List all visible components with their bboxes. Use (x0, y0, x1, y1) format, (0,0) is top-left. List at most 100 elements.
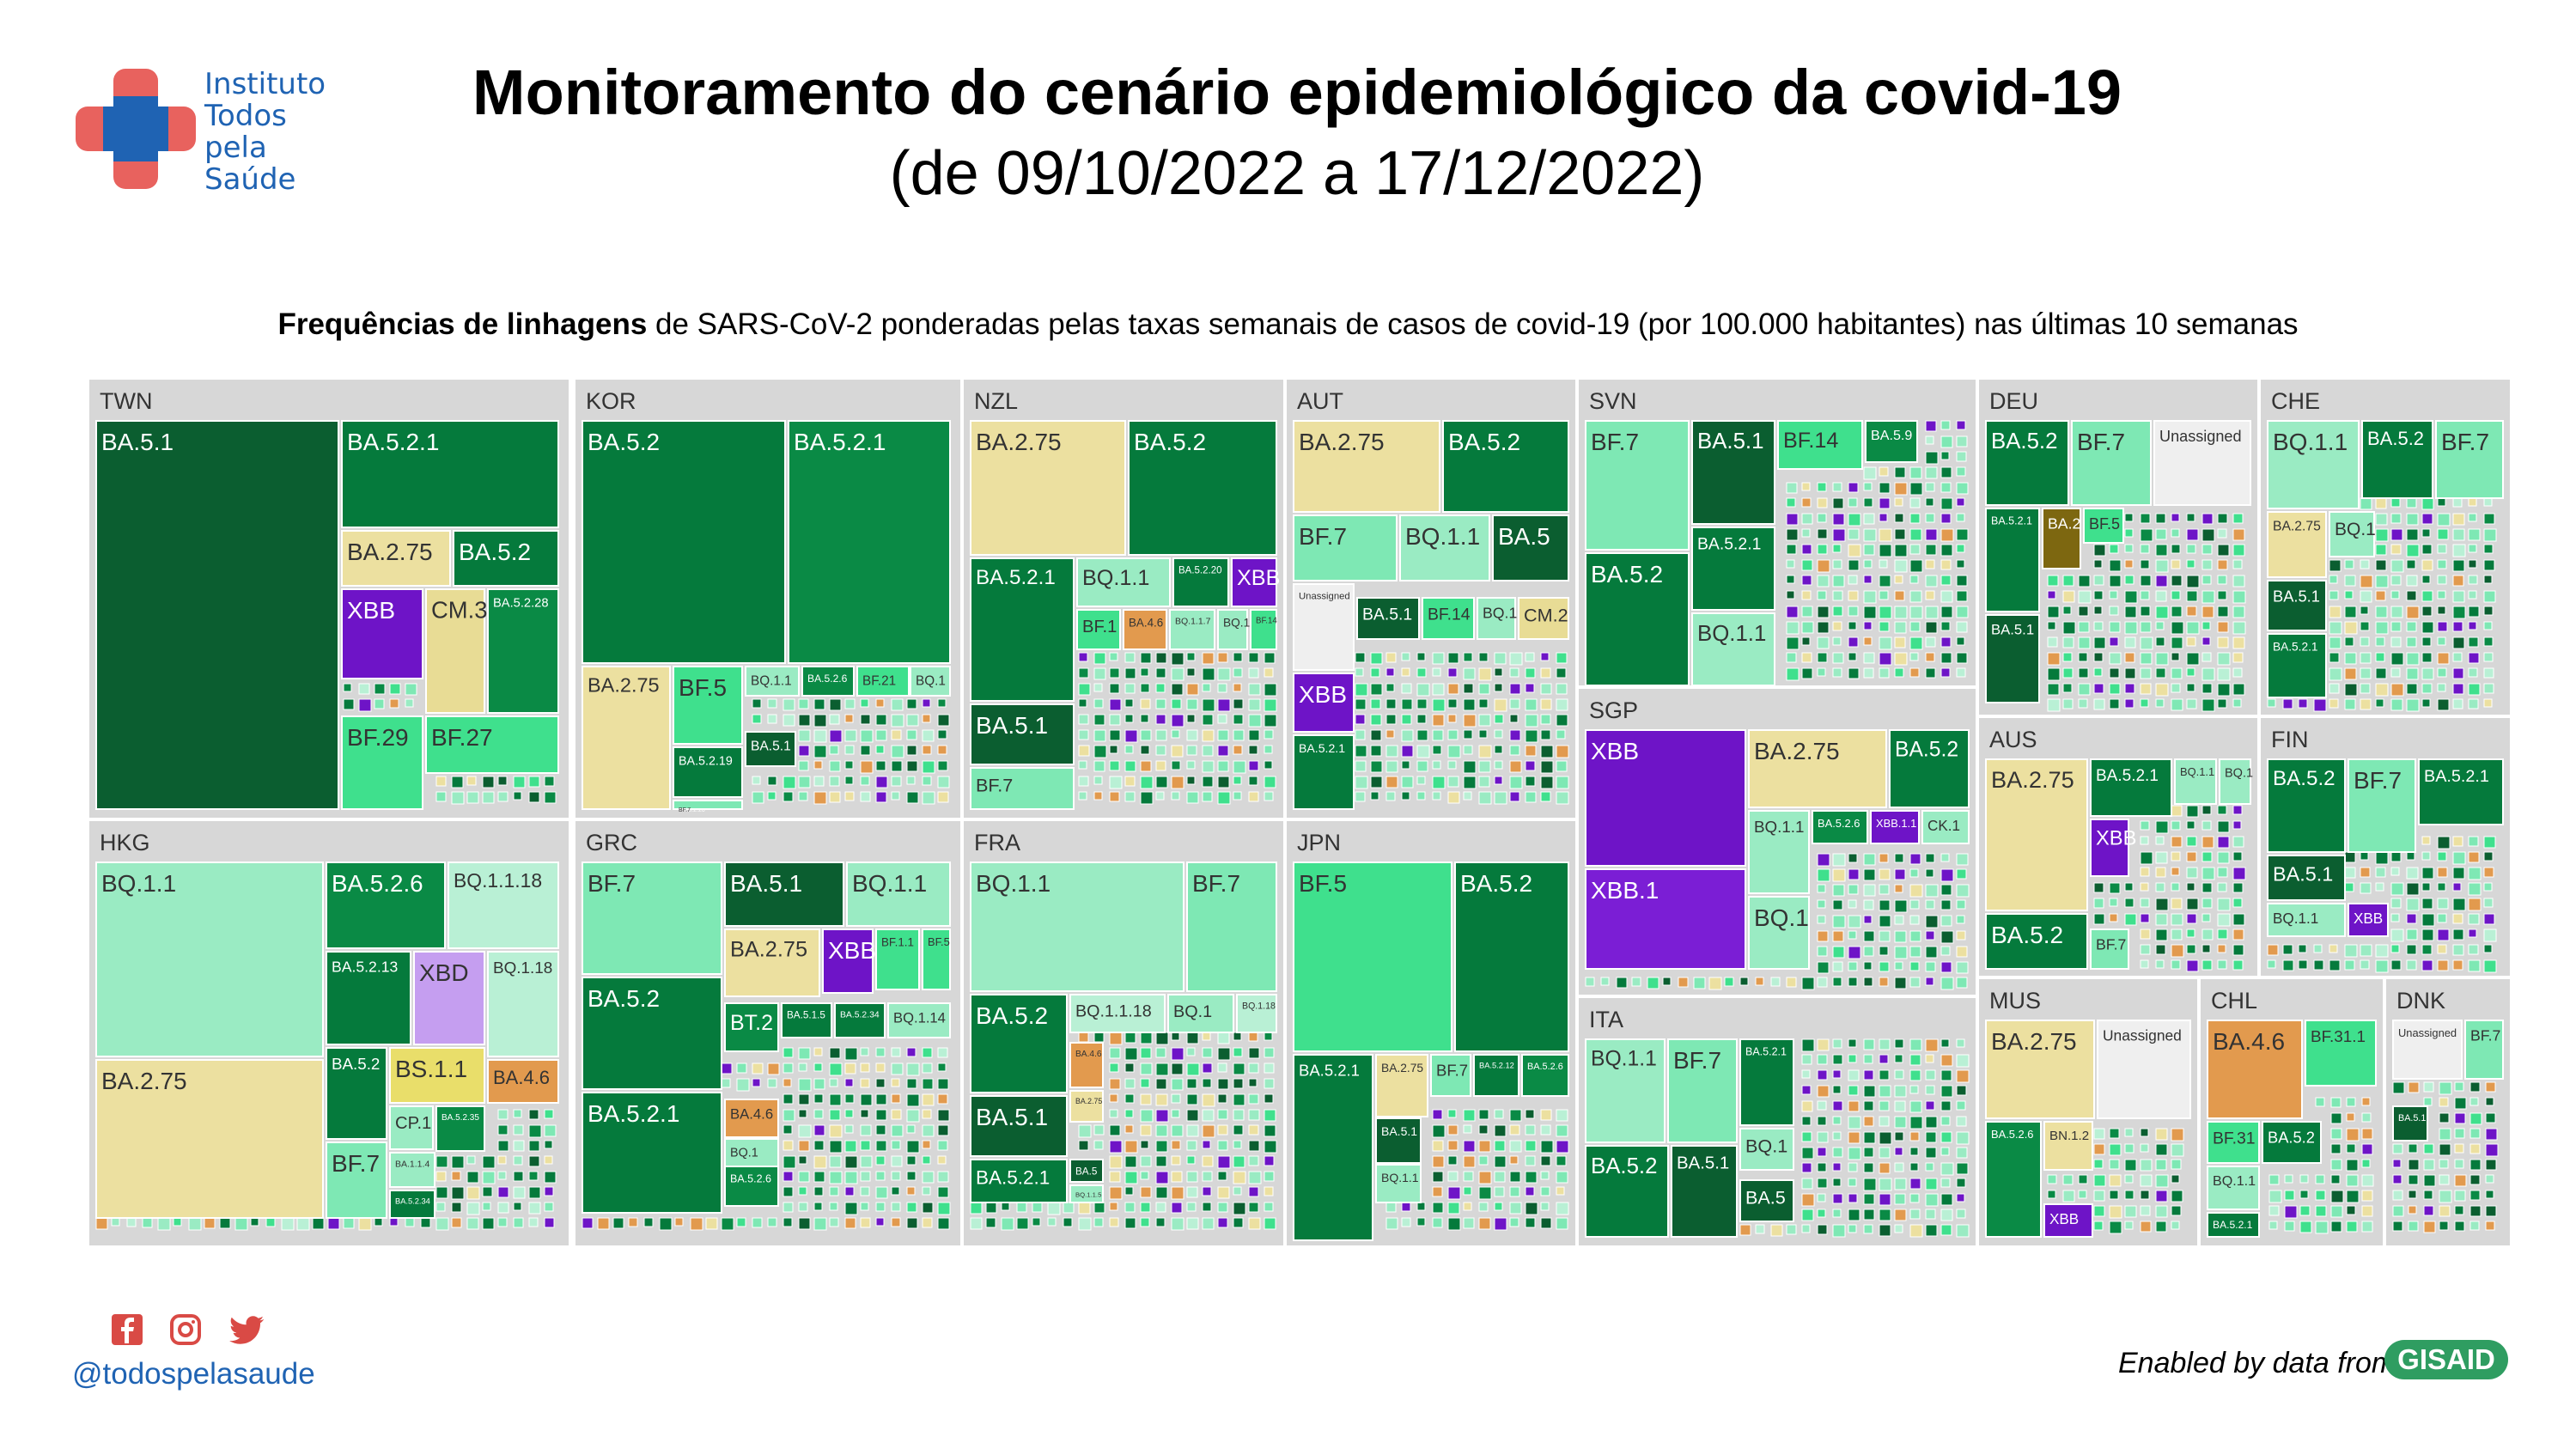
minor-lineage-tile (2390, 528, 2403, 541)
minor-lineage-tile (2344, 959, 2355, 971)
minor-lineage-tile (2390, 698, 2403, 711)
minor-lineage-tile (906, 1202, 917, 1213)
social-handle[interactable]: @todospelasaude (72, 1357, 315, 1391)
minor-lineage-tile (2201, 867, 2215, 880)
minor-lineage-tile (1894, 621, 1907, 634)
minor-lineage-tile (1832, 621, 1842, 631)
minor-lineage-tile (813, 776, 825, 787)
lineage-label: BA.2 (2048, 515, 2080, 533)
minor-lineage-tile (1233, 760, 1246, 774)
minor-lineage-tile (1140, 683, 1150, 693)
minor-lineage-tile (1370, 714, 1382, 726)
minor-lineage-tile (2437, 575, 2447, 585)
lineage-label: BQ.1 (1173, 1002, 1212, 1021)
minor-lineage-tile (1879, 1054, 1889, 1064)
minor-lineage-tile (2186, 805, 2199, 818)
minor-lineage-tile (2217, 621, 2229, 633)
minor-lineage-tile (1233, 729, 1245, 741)
minor-lineage-tile (2201, 683, 2213, 694)
minor-lineage-tile (2406, 652, 2420, 666)
minor-lineage-tile (1494, 1171, 1506, 1183)
minor-lineage-tile (2437, 513, 2451, 527)
minor-lineage-tile (1925, 621, 1938, 634)
lineage-tile (95, 420, 339, 810)
minor-lineage-tile (1925, 853, 1935, 863)
minor-lineage-tile (1155, 683, 1166, 693)
lineage-label: BA.5.2.6 (1991, 1128, 2033, 1141)
minor-lineage-tile (2186, 820, 2195, 830)
instagram-icon[interactable] (168, 1312, 203, 1347)
lineage-tile (1123, 609, 1167, 650)
minor-lineage-tile (1494, 1155, 1507, 1168)
minor-lineage-tile (1925, 1193, 1939, 1207)
minor-lineage-tile (513, 1140, 525, 1152)
minor-lineage-tile (1909, 559, 1923, 573)
minor-lineage-tile (1416, 683, 1430, 697)
minor-lineage-tile (1217, 698, 1231, 712)
minor-lineage-tile (937, 1093, 948, 1105)
minor-lineage-tile (1894, 915, 1904, 925)
minor-lineage-tile (1463, 683, 1474, 694)
minor-lineage-tile (2483, 606, 2494, 616)
minor-lineage-tile (2344, 636, 2354, 647)
minor-lineage-tile (1786, 559, 1795, 569)
lineage-tile (970, 1159, 1068, 1203)
minor-lineage-tile (1525, 652, 1535, 662)
minor-lineage-tile (2232, 636, 2245, 649)
twitter-icon[interactable] (228, 1312, 265, 1347)
minor-lineage-tile (1124, 1093, 1135, 1104)
minor-lineage-tile (1109, 683, 1120, 694)
minor-lineage-tile (2483, 667, 2494, 679)
minor-lineage-tile (1940, 961, 1952, 973)
minor-lineage-tile (2421, 544, 2433, 555)
minor-lineage-tile (1155, 714, 1166, 725)
lineage-tile (1293, 583, 1355, 671)
minor-lineage-tile (2093, 898, 2104, 909)
minor-lineage-tile (2124, 1190, 2134, 1200)
minor-lineage-tile (2360, 851, 2369, 861)
minor-lineage-tile (497, 1186, 509, 1198)
minor-lineage-tile (2171, 1159, 2182, 1170)
minor-lineage-tile (2298, 944, 2307, 953)
minor-lineage-tile (1863, 636, 1873, 646)
minor-lineage-tile (1556, 1171, 1568, 1184)
minor-lineage-tile (2485, 1205, 2497, 1217)
minor-lineage-tile (1556, 791, 1569, 805)
lineage-label: BA.2.75 (1991, 1028, 2077, 1055)
minor-lineage-tile (752, 1217, 763, 1228)
minor-lineage-tile (265, 1217, 276, 1227)
minor-lineage-tile (2078, 667, 2089, 679)
minor-lineage-tile (358, 1217, 372, 1231)
minor-lineage-tile (2186, 621, 2200, 635)
minor-lineage-tile (2406, 667, 2419, 680)
minor-lineage-tile (1401, 652, 1410, 661)
minor-lineage-tile (1264, 1186, 1274, 1196)
caption-rest: de SARS-CoV-2 ponderadas pelas taxas sem… (647, 307, 2299, 341)
minor-lineage-tile (1509, 1186, 1520, 1197)
minor-lineage-tile (1940, 1100, 1952, 1111)
minor-lineage-tile (1940, 575, 1952, 586)
minor-lineage-tile (2155, 913, 2168, 926)
lineage-tile (1985, 614, 2040, 703)
lineage-tile (1442, 420, 1569, 513)
minor-lineage-tile (2329, 683, 2340, 694)
minor-lineage-tile (2232, 820, 2242, 830)
minor-lineage-tile (1817, 544, 1828, 555)
minor-lineage-tile (1140, 1124, 1152, 1136)
minor-lineage-tile (844, 1062, 856, 1075)
minor-lineage-tile (1848, 1054, 1857, 1063)
minor-lineage-tile (1109, 1171, 1121, 1183)
lineage-tile (2348, 758, 2416, 853)
minor-lineage-tile (2483, 559, 2495, 571)
minor-lineage-tile (1525, 1155, 1536, 1166)
minor-lineage-tile (1848, 1162, 1858, 1172)
lineage-label: BF.7 (679, 807, 691, 813)
minor-lineage-tile (1879, 559, 1888, 569)
minor-lineage-tile (1894, 559, 1908, 573)
minor-lineage-tile (2390, 621, 2402, 632)
minor-lineage-tile (1463, 791, 1472, 801)
facebook-icon[interactable] (110, 1312, 144, 1347)
minor-lineage-tile (2313, 944, 2323, 953)
lineage-label: XBD (419, 959, 469, 986)
